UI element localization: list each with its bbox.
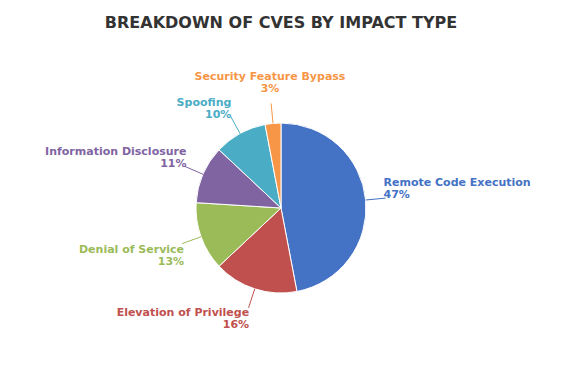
svg-text:Elevation of Privilege16%: Elevation of Privilege16% xyxy=(117,306,250,331)
svg-text:Denial of Service13%: Denial of Service13% xyxy=(79,243,184,268)
html-text:BREAKDOWN OF CVES BY IMPACT TY: BREAKDOWN OF CVES BY IMPACT TYPE xyxy=(104,13,458,32)
svg-text:Spoofing10%: Spoofing10% xyxy=(177,96,232,121)
svg-text:Information Disclosure11%: Information Disclosure11% xyxy=(45,145,186,170)
svg-text:Remote Code Execution47%: Remote Code Execution47% xyxy=(384,176,531,201)
svg-text:Security Feature Bypass3%: Security Feature Bypass3% xyxy=(195,70,346,95)
